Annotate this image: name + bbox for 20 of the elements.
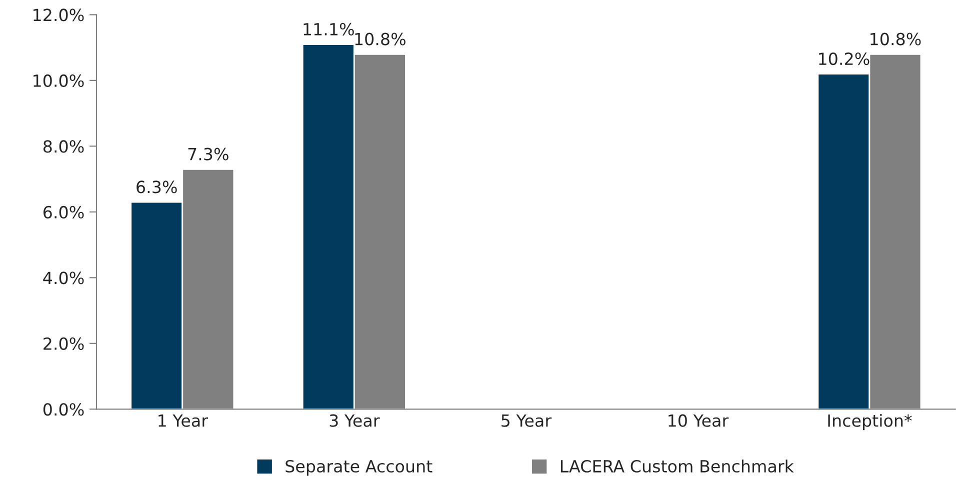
data-label: 10.8% [870,32,921,46]
y-tick-label: 6.0% [44,206,84,218]
x-tick-label: 5 Year [502,414,552,427]
x-tick-label: Inception* [828,414,912,430]
x-tick-label: 3 Year [330,414,380,427]
x-tick-label: 10 Year [668,414,729,427]
y-tick-label: 8.0% [43,140,84,153]
data-label: 11.1% [304,22,354,36]
y-tick-label: 0.0% [43,403,84,416]
legend-label: Separate Account [286,460,432,476]
y-tick-label: 12.0% [34,8,84,22]
legend-label: LACERA Custom Benchmark [560,460,794,473]
y-tick-label: 4.0% [43,272,84,284]
data-label: 7.3% [188,148,228,160]
data-label: 10.8% [355,32,406,46]
data-label: 10.2% [819,52,870,66]
x-tick-label: 1 Year [158,414,208,427]
data-label: 6.3% [136,180,177,194]
y-tick-label: 2.0% [44,337,84,350]
y-tick-label: 10.0% [34,74,84,88]
